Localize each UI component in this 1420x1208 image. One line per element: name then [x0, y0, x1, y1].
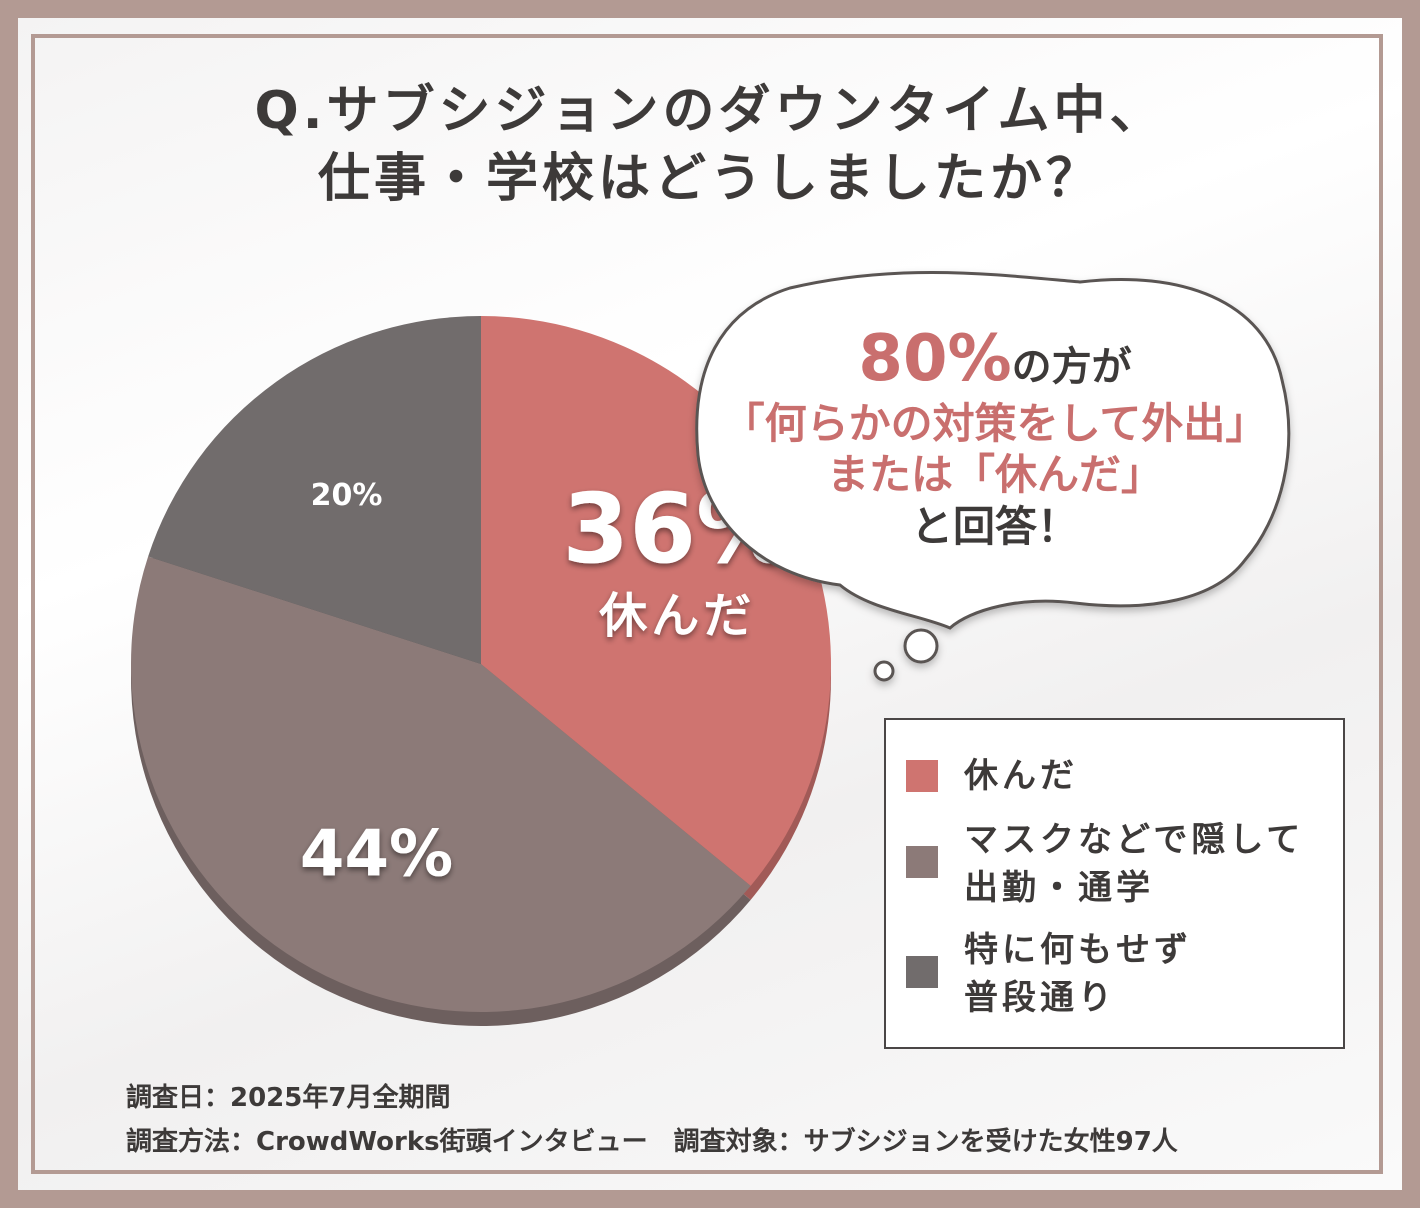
callout-line-4: と回答！ — [910, 501, 1079, 551]
pie-slices — [131, 316, 831, 1012]
legend-item-mask: マスクなどで隠して 出勤・通学 — [906, 816, 1304, 912]
legend-label: 普段通り — [964, 978, 1116, 1018]
thought-dot-large — [903, 628, 939, 664]
survey-footer: 調査日：2025年7月全期間 調査方法：CrowdWorks街頭インタビュー 調… — [126, 1076, 1178, 1164]
legend-label: 特に何もせず — [964, 930, 1192, 970]
survey-date: 調査日：2025年7月全期間 — [126, 1083, 451, 1113]
survey-method: 調査方法：CrowdWorks街頭インタビュー 調査対象：サブシジョンを受けた女… — [126, 1127, 1178, 1157]
callout-line-3: または「休んだ」 — [826, 450, 1163, 500]
legend-label: マスクなどで隠して — [964, 820, 1305, 860]
title-line-2: 仕事・学校はどうしましたか？ — [317, 148, 1102, 209]
pie-slice-category-label: 休んだ — [598, 588, 755, 644]
thought-dot-small — [873, 660, 895, 682]
legend-item-usual: 特に何もせず 普段通り — [906, 926, 1192, 1022]
title-line-1: Q.サブシジョンのダウンタイム中、 — [254, 81, 1166, 141]
pie-slice-percent-label: 44% — [300, 818, 453, 892]
legend: 休んだ マスクなどで隠して 出勤・通学 特に何もせず 普段通り — [884, 718, 1345, 1049]
callout-text: 80%の方が 「何らかの対策をして外出」 または「休んだ」 と回答！ — [690, 320, 1300, 552]
legend-swatch — [906, 956, 938, 988]
callout-percentage: 80% — [858, 322, 1012, 396]
legend-label: 出勤・通学 — [964, 868, 1154, 908]
speech-bubble — [695, 270, 1291, 682]
legend-swatch — [906, 846, 938, 878]
chart-title: Q.サブシジョンのダウンタイム中、 仕事・学校はどうしましたか？ — [0, 78, 1420, 213]
legend-label: 休んだ — [964, 756, 1078, 796]
pie-slice-percent-label: 20% — [311, 478, 383, 513]
inner-frame — [31, 34, 1383, 1174]
speech-bubble-body — [695, 270, 1291, 630]
pie-slice — [148, 316, 481, 664]
legend-swatch — [906, 760, 938, 792]
callout-line-2: 「何らかの対策をして外出」 — [722, 399, 1268, 449]
pie-slice — [131, 556, 751, 1012]
callout-percentage-suffix: の方が — [1011, 344, 1132, 390]
legend-item-rested: 休んだ — [906, 752, 1078, 800]
